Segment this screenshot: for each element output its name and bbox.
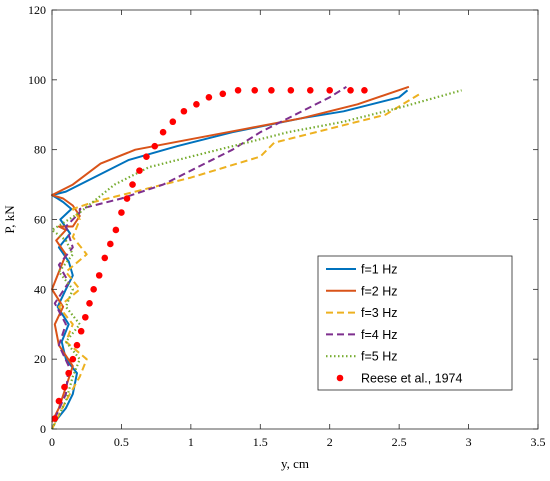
data-point: [169, 118, 177, 126]
data-point: [129, 181, 136, 188]
data-point: [361, 87, 368, 94]
data-point: [112, 226, 120, 234]
legend-marker: [336, 374, 344, 382]
y-axis-label: P, kN: [2, 205, 17, 234]
x-tick-label: 2.5: [392, 435, 407, 449]
data-point: [251, 87, 259, 94]
data-point: [219, 90, 227, 98]
axes-layer: 0 0.5 1 1.5 2 2.5 3 3.5 0 20 40 60 80 100 120 y, cm P, k…: [2, 3, 546, 471]
series-layer: [50, 85, 462, 430]
legend-label: f=2 Hz: [361, 284, 397, 298]
x-tick-label: 1: [188, 435, 194, 449]
data-point: [180, 107, 188, 115]
data-point: [95, 272, 103, 279]
data-point: [51, 415, 59, 422]
x-tick-label: 2: [327, 435, 333, 449]
data-point: [123, 195, 131, 202]
x-tick-label: 0: [49, 435, 55, 449]
series-line: [50, 89, 462, 430]
data-point: [159, 128, 167, 136]
data-point: [268, 87, 275, 94]
x-tick-label: 3.5: [531, 435, 546, 449]
data-point: [193, 100, 200, 108]
legend-label: f=3 Hz: [361, 306, 397, 320]
data-point: [101, 254, 109, 262]
data-point: [73, 341, 81, 349]
y-tick-label: 20: [34, 352, 46, 366]
data-point: [151, 142, 159, 150]
x-tick-label: 3: [466, 435, 472, 449]
series-line: [53, 85, 347, 419]
series-line: [51, 92, 421, 430]
data-point: [326, 87, 334, 94]
legend: f=1 Hz f=2 Hz f=3 Hz f=4 Hz f=5 Hz Reese et a…: [317, 255, 513, 391]
legend-label: f=1 Hz: [361, 263, 397, 277]
series-markers: [51, 87, 368, 422]
data-point: [69, 355, 77, 363]
x-tick-label: 1.5: [253, 435, 268, 449]
data-point: [287, 87, 295, 94]
data-point: [205, 93, 213, 101]
x-axis-label: y, cm: [281, 456, 309, 471]
data-point: [234, 87, 242, 94]
y-tick-label: 0: [40, 422, 46, 436]
x-tick-label: 0.5: [114, 435, 129, 449]
data-point: [90, 286, 97, 293]
data-point: [65, 369, 72, 377]
data-point: [82, 313, 89, 321]
y-tick-label: 100: [28, 73, 46, 87]
legend-box: [317, 255, 513, 391]
y-tick-label: 40: [34, 282, 46, 296]
y-tick-label: 120: [28, 3, 46, 17]
data-point: [86, 300, 93, 307]
data-point: [347, 87, 354, 94]
data-point: [77, 327, 85, 335]
legend-label: Reese et al., 1974: [361, 372, 463, 386]
data-point: [61, 383, 68, 391]
data-point: [143, 153, 150, 160]
data-point: [107, 240, 114, 248]
data-point: [118, 209, 125, 216]
legend-label: f=4 Hz: [361, 328, 397, 342]
y-tick-label: 60: [34, 213, 46, 227]
y-tick-label: 80: [34, 143, 46, 157]
data-point: [306, 87, 314, 94]
data-point: [136, 167, 143, 174]
legend-label: f=5 Hz: [361, 350, 397, 364]
data-point: [55, 397, 63, 405]
